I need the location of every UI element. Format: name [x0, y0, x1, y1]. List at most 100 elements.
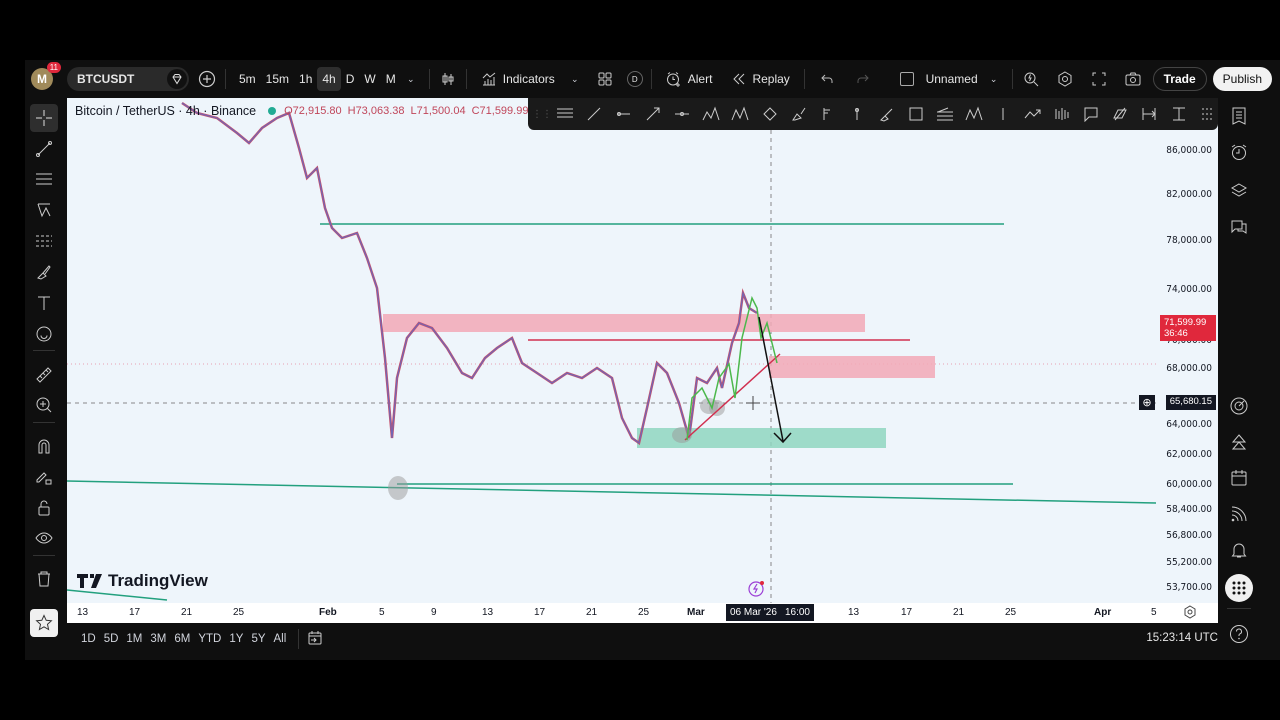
range-6m[interactable]: 6M: [174, 633, 191, 645]
zoom-in-tool[interactable]: [30, 391, 58, 419]
apps-button[interactable]: [1225, 574, 1253, 602]
object-tree-button[interactable]: [1225, 176, 1253, 204]
fib-tool[interactable]: [30, 165, 58, 193]
pine-button[interactable]: [1225, 428, 1253, 456]
undo-icon[interactable]: [817, 67, 837, 91]
layout-checkbox[interactable]: [899, 72, 914, 86]
vertical-line-icon[interactable]: [847, 103, 867, 125]
range-5d[interactable]: 5D: [103, 633, 119, 645]
alert-button[interactable]: Alert: [660, 67, 719, 91]
prediction-tool[interactable]: [30, 227, 58, 255]
publish-button[interactable]: Publish: [1212, 67, 1272, 91]
redo-icon[interactable]: [853, 67, 873, 91]
lock-all-tool[interactable]: [30, 494, 58, 522]
price-chart[interactable]: [67, 98, 1218, 623]
timeframe-4h[interactable]: 4h: [317, 67, 341, 91]
add-alert-plus-icon[interactable]: ⊕: [1139, 395, 1155, 410]
alerts-button[interactable]: [1225, 138, 1253, 166]
date-range-icon[interactable]: [1139, 103, 1159, 125]
gem-icon[interactable]: [167, 69, 187, 89]
rectangle-icon[interactable]: [906, 103, 926, 125]
circle-shape-icon[interactable]: [760, 103, 780, 125]
tradingview-logo[interactable]: TradingView: [77, 571, 208, 591]
crosshair-tool[interactable]: [30, 104, 58, 132]
settings-hexagon-icon[interactable]: [1055, 67, 1075, 91]
notifications-button[interactable]: [1225, 536, 1253, 564]
axis-settings-icon[interactable]: [1183, 605, 1197, 624]
delete-drawings-tool[interactable]: [30, 565, 58, 593]
range-5y[interactable]: 5Y: [251, 633, 266, 645]
go-to-date-icon[interactable]: [307, 630, 323, 649]
layout-grid-icon[interactable]: [595, 67, 615, 91]
range-all[interactable]: All: [273, 633, 287, 645]
date-price-range-icon[interactable]: [1198, 103, 1218, 125]
layout-name[interactable]: Unnamed: [925, 72, 978, 86]
magnet-tool[interactable]: [30, 432, 58, 460]
hide-drawings-tool[interactable]: [30, 524, 58, 552]
brush-tool[interactable]: [30, 258, 58, 286]
price-axis[interactable]: 86,000.00 82,000.00 78,000.00 74,000.00 …: [1156, 98, 1218, 623]
fib-retracement-icon[interactable]: [935, 103, 955, 125]
timeframe-5m[interactable]: 5m: [239, 72, 256, 86]
calendar-button[interactable]: [1225, 464, 1253, 492]
symbol-title[interactable]: Bitcoin / TetherUS · 4h · Binance: [75, 104, 257, 118]
vertical-ray-icon[interactable]: [993, 103, 1013, 125]
brush-icon[interactable]: [876, 103, 896, 125]
user-avatar[interactable]: M 11: [31, 62, 61, 90]
favorites-tool[interactable]: [30, 609, 58, 637]
drag-handle-icon[interactable]: ⋮⋮: [532, 108, 552, 120]
news-button[interactable]: [1225, 500, 1253, 528]
fullscreen-icon[interactable]: [1089, 67, 1109, 91]
trendline-icon[interactable]: [584, 103, 604, 125]
timeframe-1h[interactable]: 1h: [299, 72, 313, 86]
abcd-pattern-icon[interactable]: [730, 103, 750, 125]
chats-button[interactable]: [1225, 214, 1253, 242]
symbol-search[interactable]: BTCUSDT: [67, 67, 189, 91]
text-tool[interactable]: [30, 289, 58, 317]
xabcd-pattern-icon[interactable]: [964, 103, 984, 125]
emoji-tool[interactable]: [30, 320, 58, 348]
chevron-down-icon[interactable]: ⌄: [989, 73, 998, 84]
timeframe-15m[interactable]: 15m: [265, 72, 290, 86]
watchlist-button[interactable]: [1225, 102, 1253, 130]
time-axis[interactable]: 13 17 21 25 Feb 5 9 13 17 21 25 Mar 13 1…: [67, 603, 1218, 623]
chevron-down-icon[interactable]: ⌄: [570, 73, 579, 84]
chart-pane[interactable]: Bitcoin / TetherUS · 4h · Binance O72,91…: [67, 98, 1218, 623]
parallel-channel-icon[interactable]: [555, 103, 575, 125]
elliott-wave-icon[interactable]: [701, 103, 721, 125]
bars-pattern-icon[interactable]: [1052, 103, 1072, 125]
trendline-tool[interactable]: [30, 135, 58, 163]
range-3m[interactable]: 3M: [150, 633, 167, 645]
utc-clock[interactable]: 15:23:14 UTC: [1146, 632, 1218, 644]
add-symbol-icon[interactable]: [197, 67, 217, 91]
price-range-icon[interactable]: [1169, 103, 1189, 125]
candles-icon[interactable]: [438, 67, 458, 91]
arrow-line-icon[interactable]: [643, 103, 663, 125]
range-ytd[interactable]: YTD: [198, 633, 222, 645]
horizontal-line-icon[interactable]: [672, 103, 692, 125]
horizontal-ray-icon[interactable]: [613, 103, 633, 125]
timeframe-w[interactable]: W: [364, 72, 376, 86]
range-1d[interactable]: 1D: [81, 633, 96, 645]
trade-button[interactable]: Trade: [1152, 67, 1207, 91]
long-position-icon[interactable]: [818, 103, 838, 125]
pattern-tool[interactable]: [30, 196, 58, 224]
quick-search-icon[interactable]: [1021, 67, 1041, 91]
path-icon[interactable]: [1023, 103, 1043, 125]
callout-icon[interactable]: [1081, 103, 1101, 125]
measure-tool[interactable]: [30, 361, 58, 389]
range-1y[interactable]: 1Y: [229, 633, 244, 645]
timeframe-m[interactable]: M: [385, 72, 396, 86]
timeframe-d[interactable]: D: [345, 72, 355, 86]
screener-button[interactable]: [1225, 392, 1253, 420]
chevron-down-icon[interactable]: ⌄: [406, 73, 415, 84]
parallelogram-icon[interactable]: [1110, 103, 1130, 125]
camera-icon[interactable]: [1123, 67, 1143, 91]
help-button[interactable]: [1225, 620, 1253, 648]
template-button[interactable]: D: [626, 71, 643, 87]
lock-drawings-tool[interactable]: [30, 463, 58, 491]
range-1m[interactable]: 1M: [126, 633, 143, 645]
indicators-button[interactable]: Indicators: [475, 67, 561, 91]
highlighter-icon[interactable]: [789, 103, 809, 125]
replay-button[interactable]: Replay: [726, 67, 795, 91]
